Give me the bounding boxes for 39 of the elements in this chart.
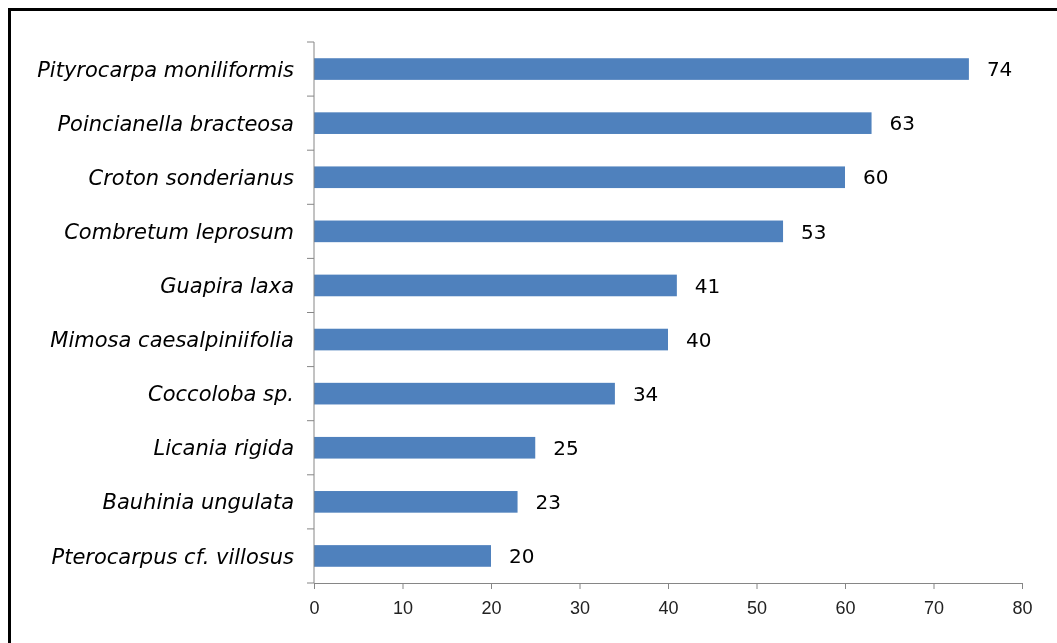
bar — [314, 491, 518, 513]
data-label: 60 — [863, 165, 889, 190]
y-tick-label: Coccoloba sp. — [148, 382, 294, 407]
x-tick-label: 80 — [1012, 598, 1033, 619]
data-label: 63 — [889, 111, 915, 136]
y-tick-label: Croton sonderianus — [88, 165, 295, 190]
data-label: 23 — [535, 490, 561, 515]
bar — [314, 166, 845, 189]
y-tick-label: Licania rigida — [153, 436, 294, 461]
data-label: 53 — [801, 219, 827, 244]
data-label: 34 — [632, 381, 659, 406]
data-label: 41 — [694, 273, 721, 298]
bar — [314, 436, 536, 459]
bar — [314, 545, 491, 567]
y-tick-label: Poincianella bracteosa — [57, 111, 294, 136]
x-tick-label: 10 — [392, 598, 414, 619]
x-tick-label: 0 — [309, 598, 320, 619]
y-tick-label: Guapira laxa — [160, 274, 294, 299]
y-tick-label: Pterocarpus cf. villosus — [51, 544, 295, 569]
y-tick-label: Bauhinia ungulata — [102, 490, 294, 515]
x-tick-label: 60 — [835, 598, 856, 619]
bar — [314, 382, 615, 405]
data-label: 74 — [986, 57, 1013, 82]
y-tick-label: Combretum leprosum — [64, 219, 294, 244]
x-tick-label: 50 — [746, 598, 768, 619]
x-tick-label: 20 — [481, 598, 502, 619]
data-label: 25 — [553, 435, 579, 460]
bar — [314, 112, 872, 134]
bar — [314, 328, 668, 351]
x-tick-label: 70 — [923, 598, 945, 619]
data-label: 40 — [686, 327, 712, 352]
bar — [314, 58, 969, 80]
bar — [314, 274, 677, 297]
x-tick-label: 30 — [569, 598, 591, 619]
y-tick-label: Mimosa caesalpiniifolia — [50, 328, 294, 353]
data-label: 20 — [509, 544, 535, 569]
y-tick-label: Pityrocarpa moniliformis — [37, 57, 295, 82]
x-tick-label: 40 — [658, 598, 679, 619]
bar — [314, 220, 784, 243]
